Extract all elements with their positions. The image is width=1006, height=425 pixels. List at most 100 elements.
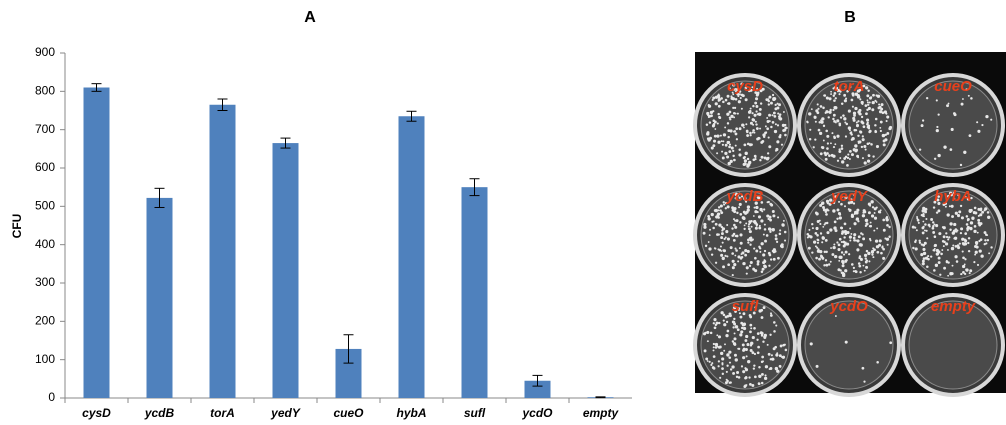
colony <box>973 261 975 263</box>
colony <box>865 86 868 89</box>
colony <box>836 241 838 243</box>
colony <box>967 242 969 244</box>
colony <box>856 239 859 242</box>
colony <box>853 267 855 269</box>
colony <box>843 254 845 256</box>
colony <box>833 99 836 102</box>
colony <box>969 272 971 274</box>
colony <box>975 251 978 254</box>
colony <box>722 257 725 260</box>
colony <box>953 223 956 226</box>
colony <box>850 233 852 235</box>
colony <box>772 121 775 124</box>
colony <box>768 265 770 267</box>
colony <box>943 226 946 229</box>
colony <box>763 234 765 236</box>
colony <box>706 112 709 115</box>
colony <box>763 306 766 309</box>
colony <box>720 352 723 355</box>
colony <box>732 260 735 263</box>
colony <box>739 247 741 249</box>
colony <box>959 243 961 245</box>
colony <box>823 140 825 142</box>
colony <box>968 95 970 97</box>
colony <box>941 249 943 251</box>
colony <box>775 234 778 237</box>
colony <box>845 135 847 137</box>
colony <box>950 148 953 151</box>
colony <box>863 381 865 383</box>
x-tick-label: ycdB <box>144 406 175 420</box>
colony <box>765 365 768 368</box>
colony <box>772 94 774 96</box>
colony <box>713 220 715 222</box>
colony <box>777 124 779 126</box>
colony <box>957 244 960 247</box>
colony <box>961 103 964 106</box>
colony <box>807 236 809 238</box>
colony <box>885 217 888 220</box>
colony <box>877 95 880 98</box>
plate-label: ycdO <box>829 298 868 315</box>
colony <box>775 148 778 151</box>
y-tick-label: 100 <box>35 352 55 366</box>
colony <box>819 132 822 135</box>
colony <box>842 241 845 244</box>
colony <box>969 210 972 213</box>
colony <box>738 100 741 103</box>
bar <box>147 198 173 398</box>
colony <box>723 323 726 326</box>
colony <box>758 137 760 139</box>
colony <box>729 143 731 145</box>
colony <box>968 237 970 239</box>
colony <box>943 245 945 247</box>
colony <box>752 238 754 240</box>
colony <box>715 324 717 326</box>
colony <box>938 257 941 260</box>
colony <box>930 218 933 221</box>
plate-label: torA <box>834 78 865 95</box>
colony <box>846 243 849 246</box>
colony <box>723 133 726 136</box>
colony <box>816 365 819 368</box>
colony <box>951 215 954 218</box>
colony <box>717 113 719 115</box>
plate-label: yedY <box>830 188 869 205</box>
plate-label: empty <box>931 298 976 315</box>
colony <box>722 373 724 375</box>
colony <box>853 237 856 240</box>
colony <box>708 247 711 250</box>
colony <box>858 141 860 143</box>
colony <box>922 244 925 247</box>
colony <box>741 365 743 367</box>
colony <box>707 360 709 362</box>
colony <box>755 121 757 123</box>
colony <box>721 140 723 142</box>
colony <box>820 232 822 234</box>
colony <box>719 346 722 349</box>
colony <box>866 109 868 111</box>
colony <box>768 252 771 255</box>
colony <box>703 223 706 226</box>
colony <box>882 257 885 260</box>
colony <box>882 245 884 247</box>
colony <box>867 252 870 255</box>
colony <box>727 122 729 124</box>
colony <box>820 152 823 155</box>
colony <box>860 232 862 234</box>
colony <box>947 275 949 277</box>
colony <box>960 227 963 230</box>
colony <box>757 346 760 349</box>
colony <box>727 263 730 266</box>
colony <box>919 240 921 242</box>
colony <box>947 213 950 216</box>
colony <box>732 155 734 157</box>
colony <box>856 217 859 220</box>
colony <box>703 226 706 229</box>
colony <box>820 119 822 121</box>
y-tick-label: 500 <box>35 199 55 213</box>
colony <box>717 122 719 124</box>
bar <box>273 143 299 398</box>
x-tick-label: torA <box>210 406 235 420</box>
colony <box>861 146 863 148</box>
